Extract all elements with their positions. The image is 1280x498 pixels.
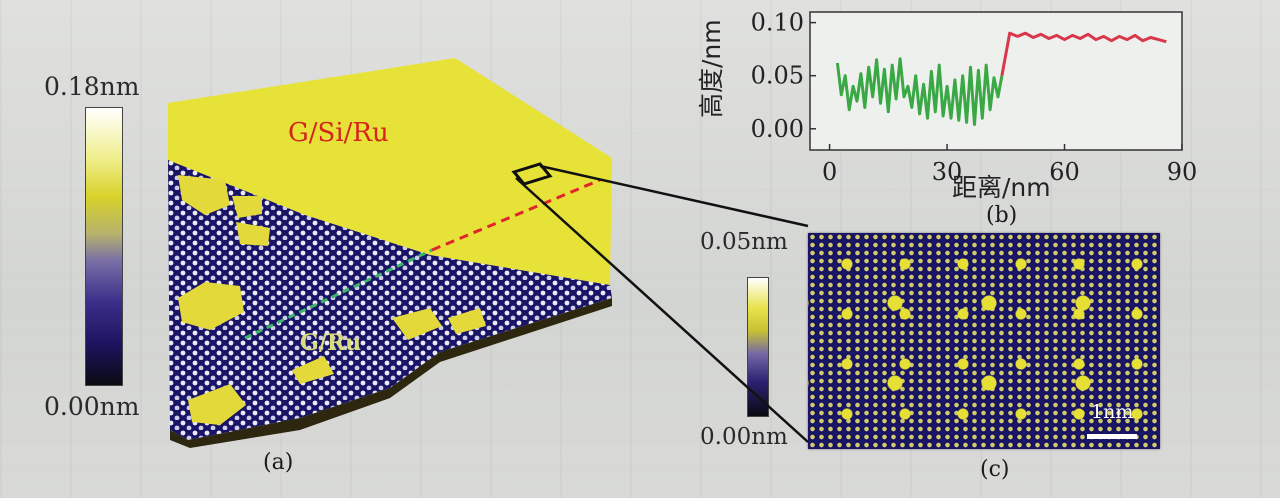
region-label-gru: G/Ru <box>300 330 362 356</box>
profile-line-gru <box>244 248 433 340</box>
surface-3d-image <box>168 58 612 448</box>
height-profile-chart: 0 30 60 90 0.00 0.05 0.10 高度/nm 距离/nm <box>697 9 1198 202</box>
x-axis-label: 距离/nm <box>952 173 1051 202</box>
colorbar-a-min-label: 0.00nm <box>44 392 140 421</box>
panel-b-height-profile: 0 30 60 90 0.00 0.05 0.10 高度/nm 距离/nm (b) <box>690 0 1210 240</box>
profile-series-0 <box>835 57 1004 126</box>
panel-a-stm-topography: 0.18nm 0.00nm <box>44 58 612 475</box>
panel-b-label: (b) <box>986 203 1018 228</box>
y-tick-label-1: 0.05 <box>751 62 804 90</box>
island-2 <box>232 196 262 218</box>
island-3 <box>236 222 270 246</box>
island-4 <box>178 282 244 330</box>
y-axis-label: 高度/nm <box>697 19 726 118</box>
region-label-gsiru: G/Si/Ru <box>288 118 389 148</box>
scale-bar-label: 1nm <box>1091 401 1134 423</box>
island-5 <box>188 384 246 425</box>
panel-a-label: (a) <box>263 450 294 475</box>
terrace-front-wall <box>170 298 612 448</box>
y-tick-label-2: 0.10 <box>751 9 804 37</box>
x-tick-label-0: 0 <box>822 158 837 186</box>
y-tick-label-0: 0.00 <box>751 115 804 143</box>
x-tick-label-2: 60 <box>1049 158 1080 186</box>
island-6 <box>392 308 442 340</box>
colorbar-a <box>85 107 123 386</box>
colorbar-a-max-label: 0.18nm <box>44 72 140 101</box>
colorbar-c-max-label: 0.05nm <box>700 229 788 255</box>
colorbar-c <box>747 277 769 417</box>
atomic-lattice-image <box>808 233 1160 449</box>
panel-c-label: (c) <box>980 457 1010 482</box>
x-tick-label-3: 90 <box>1167 158 1198 186</box>
x-tick-label-1: 30 <box>932 158 963 186</box>
panel-c-atomic-image: 0.05nm 0.00nm 1nm (c) <box>695 225 1175 498</box>
island-7 <box>448 308 486 334</box>
colorbar-c-min-label: 0.00nm <box>700 424 788 450</box>
gsiru-surface <box>168 58 612 285</box>
scale-bar <box>1087 434 1137 439</box>
profile-series-1 <box>1000 31 1167 76</box>
gru-terrace <box>168 160 612 440</box>
island-1 <box>178 175 230 215</box>
island-8 <box>292 356 334 384</box>
